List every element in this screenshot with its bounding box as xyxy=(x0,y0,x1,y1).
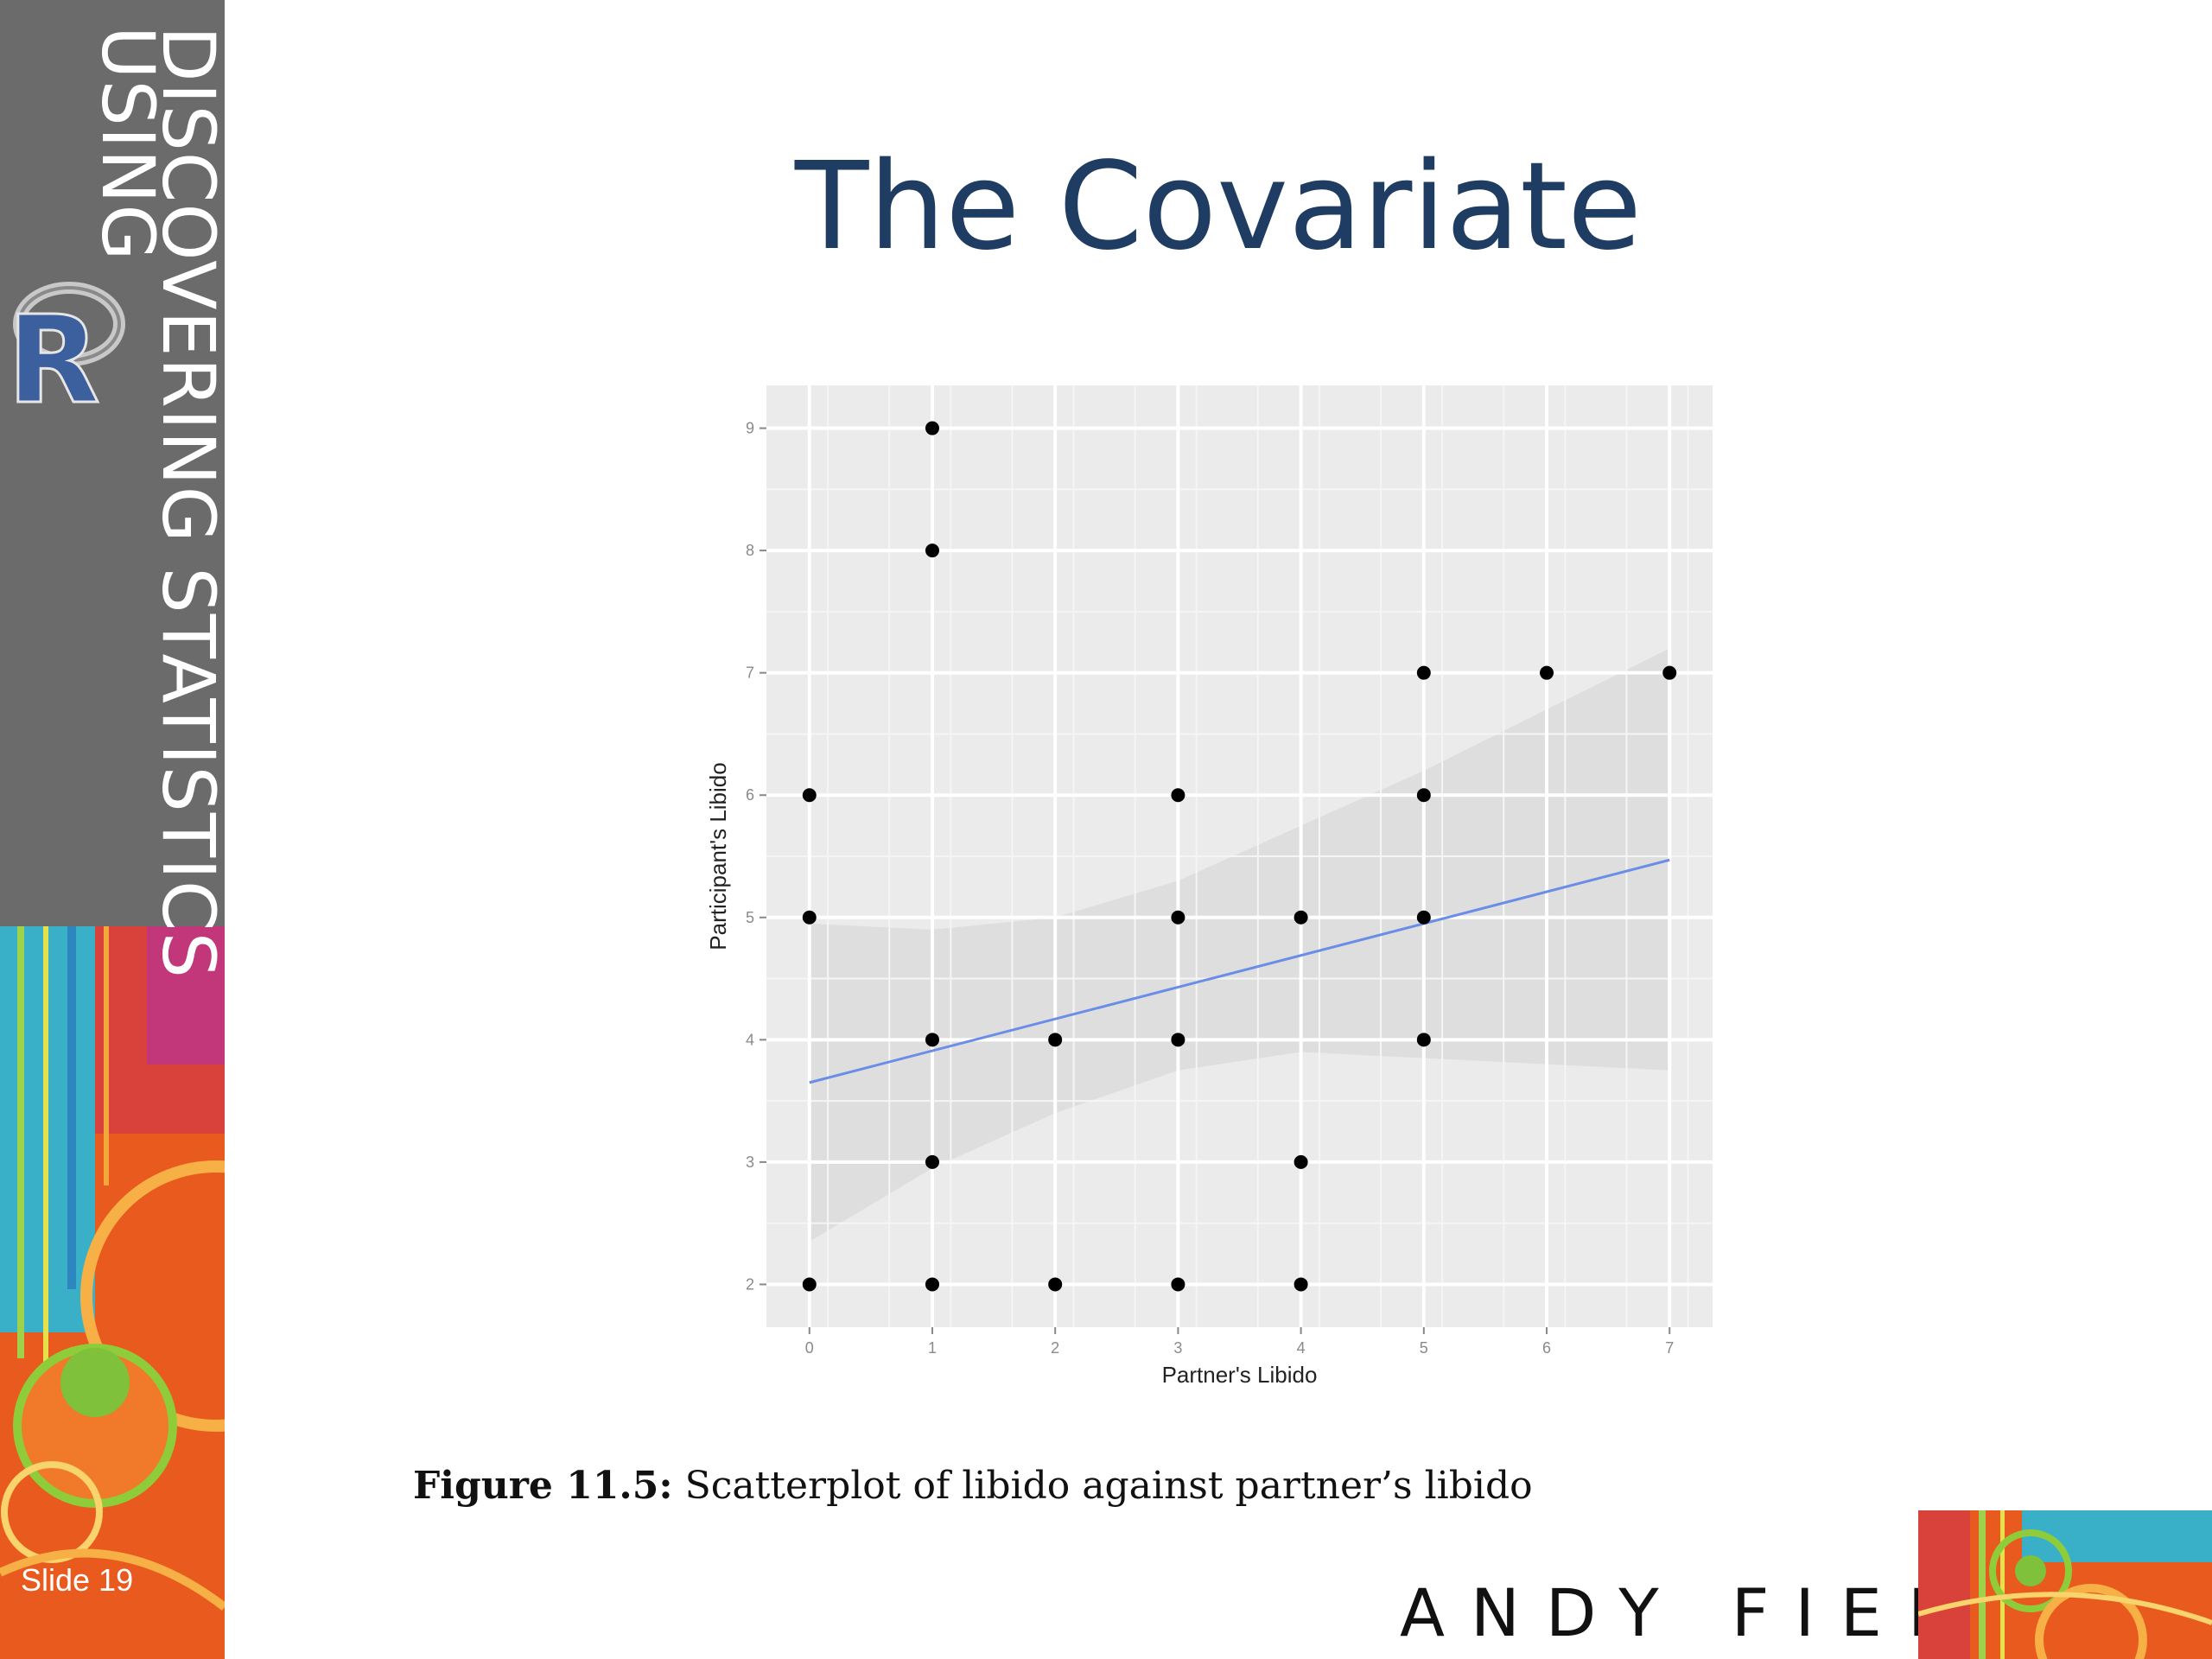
x-axis-label: Partner's Libido xyxy=(1162,1362,1318,1388)
data-point xyxy=(1662,665,1677,680)
r-logo: R xyxy=(6,282,125,410)
x-tick-label: 0 xyxy=(805,1339,814,1357)
x-tick-label: 4 xyxy=(1297,1339,1306,1357)
y-tick-label: 3 xyxy=(746,1154,754,1171)
y-axis-label: Participant's Libido xyxy=(705,762,731,950)
data-point xyxy=(1294,1154,1308,1169)
figure-caption-label: Figure 11.5: xyxy=(413,1464,673,1508)
data-point xyxy=(925,421,939,435)
data-point xyxy=(1294,1277,1308,1292)
y-tick-label: 6 xyxy=(746,786,754,804)
data-point xyxy=(925,1154,939,1169)
corner-artwork xyxy=(1918,1510,2212,1659)
data-point xyxy=(1540,665,1554,680)
sidebar-artwork xyxy=(0,926,225,1659)
slide-number: Slide 19 xyxy=(21,1562,134,1598)
series-title: DISCOVERING STATISTICS USING xyxy=(86,26,225,979)
data-point xyxy=(1416,910,1431,925)
x-tick-label: 6 xyxy=(1542,1339,1551,1357)
data-point xyxy=(802,788,817,803)
x-tick-label: 7 xyxy=(1665,1339,1674,1357)
series-title-line1: DISCOVERING STATISTICS xyxy=(146,26,225,979)
y-tick-label: 2 xyxy=(746,1275,754,1293)
y-tick-label: 9 xyxy=(746,420,754,437)
figure-caption: Figure 11.5: Scatterplot of libido again… xyxy=(413,1464,1533,1508)
x-tick-label: 1 xyxy=(928,1339,937,1357)
y-tick-label: 5 xyxy=(746,909,754,926)
data-point xyxy=(802,1277,817,1292)
data-point xyxy=(1048,1277,1063,1292)
data-point xyxy=(1171,1277,1185,1292)
r-logo-letter: R xyxy=(7,290,100,410)
figure-caption-text: Scatterplot of libido against partner’s … xyxy=(684,1464,1533,1508)
y-tick-label: 8 xyxy=(746,542,754,559)
y-tick-label: 7 xyxy=(746,664,754,682)
regression-line xyxy=(809,858,1670,1084)
scatter-chart: 0 1 2 3 4 5 6 7 2 3 4 5 6 7 8 9 Partner's Libido Partic… xyxy=(705,385,1713,1388)
x-tick-label: 2 xyxy=(1051,1339,1059,1357)
x-tick-label: 5 xyxy=(1420,1339,1428,1357)
data-point xyxy=(1048,1033,1063,1047)
sidebar: DISCOVERING STATISTICS USING R Slide 19 xyxy=(0,0,225,1659)
data-point xyxy=(1416,1033,1431,1047)
data-point xyxy=(1171,910,1185,925)
author-name: ANDY FIELD xyxy=(1400,1574,2047,1651)
data-point xyxy=(1171,788,1185,803)
data-point xyxy=(1416,788,1431,803)
data-point xyxy=(1171,1033,1185,1047)
data-point xyxy=(925,1277,939,1292)
data-point xyxy=(925,1033,939,1047)
data-point xyxy=(925,543,939,558)
data-point xyxy=(802,910,817,925)
data-point xyxy=(1416,665,1431,680)
x-tick-label: 3 xyxy=(1173,1339,1182,1357)
data-point xyxy=(1294,910,1308,925)
y-tick-label: 4 xyxy=(746,1031,754,1048)
slide-title: The Covariate xyxy=(794,137,1643,277)
